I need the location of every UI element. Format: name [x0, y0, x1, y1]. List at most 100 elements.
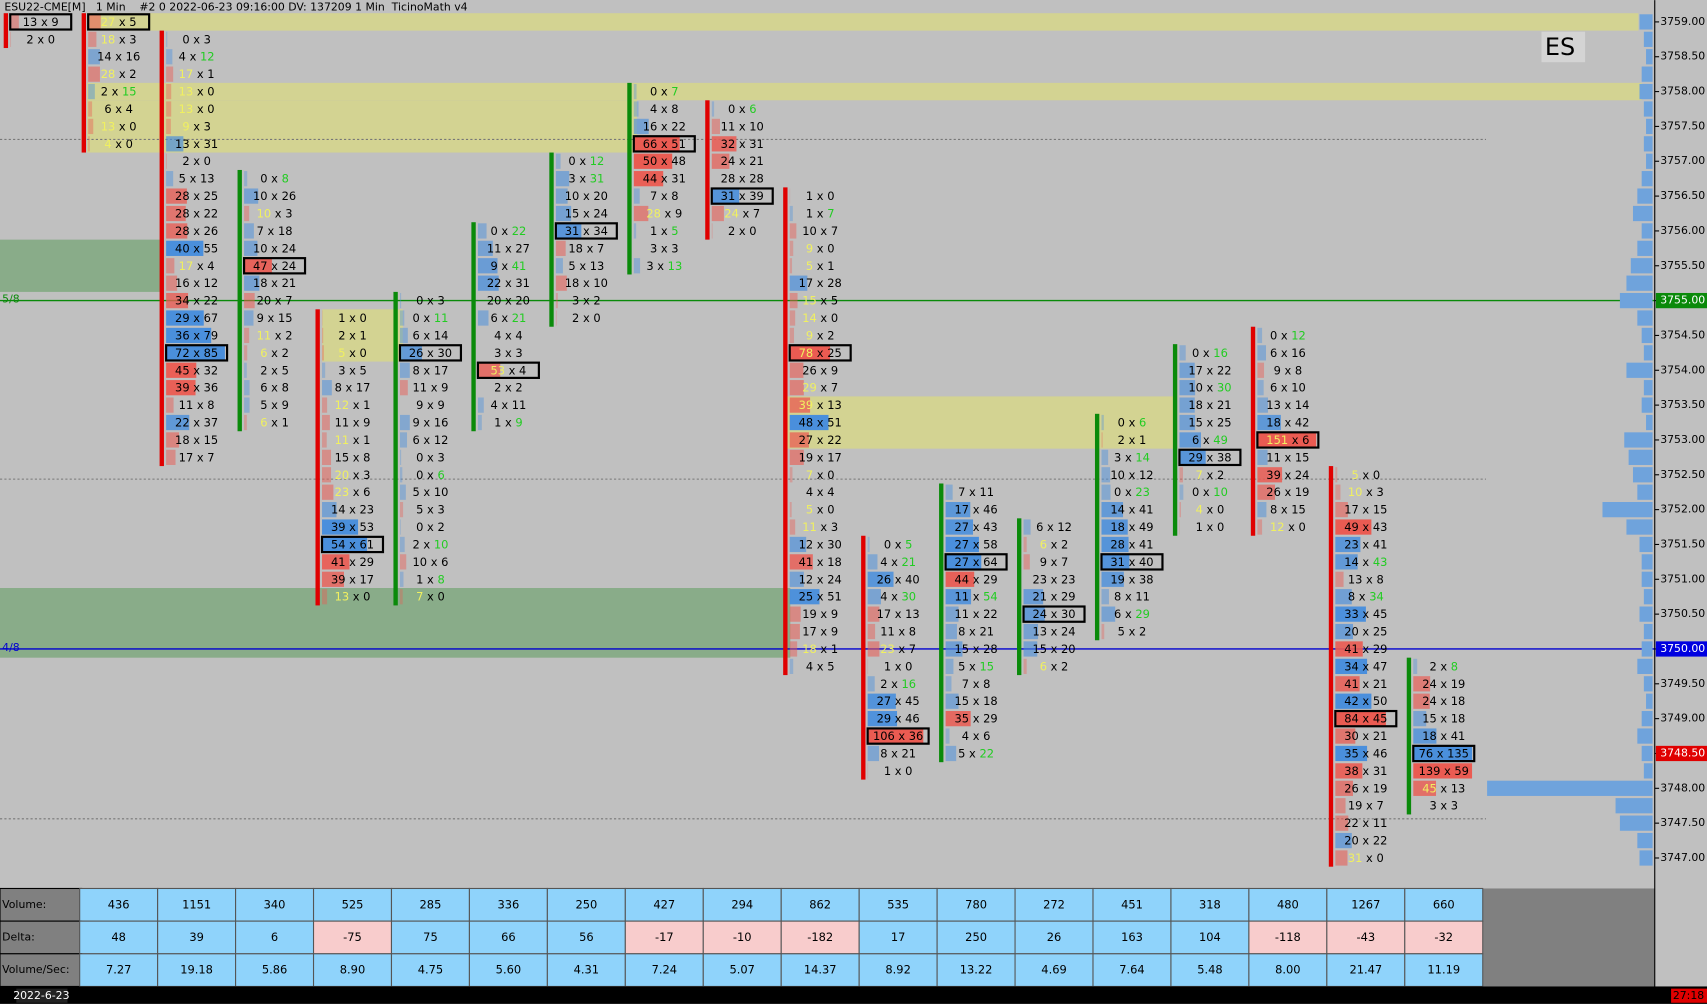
cell-number: x: [1362, 850, 1376, 864]
cell-number: 21: [749, 154, 764, 168]
cell-number: 12: [799, 537, 814, 551]
cell-number: x: [423, 520, 437, 534]
cell-number: 4: [519, 363, 526, 377]
cell-number: x: [1121, 607, 1135, 621]
table-value: 294: [731, 897, 753, 911]
cell-number: x: [891, 763, 905, 777]
cell-text: 0 x 8: [260, 171, 289, 185]
cell-number: 6: [490, 311, 497, 325]
cell-number: 31: [1348, 850, 1363, 864]
cell-text: 38 x 31: [1344, 763, 1387, 777]
cell-bar: [711, 101, 715, 117]
cell-bar: [789, 397, 811, 413]
cell-text: 3 x 3: [494, 345, 523, 359]
table-value: 250: [575, 897, 597, 911]
cell-text: 20 x 20: [487, 293, 530, 307]
cell-bar: [1413, 693, 1430, 709]
cell-number: 1: [806, 189, 813, 203]
cell-bar: [166, 275, 178, 291]
cell-bar: [244, 171, 248, 187]
profile-bar: [1632, 205, 1653, 222]
cell-number: x: [1281, 398, 1295, 412]
cell-number: x: [735, 101, 749, 115]
cell-number: x: [1359, 537, 1373, 551]
cell-text: 10 x 3: [1348, 485, 1384, 499]
cell-number: 106: [873, 729, 895, 743]
cell-number: 20: [593, 189, 608, 203]
cell-number: x: [112, 49, 126, 63]
cell-number: 8: [1451, 659, 1458, 673]
cell-number: 29: [802, 380, 817, 394]
cell-number: 27: [955, 554, 970, 568]
cell-text: 33 x 45: [1344, 607, 1387, 621]
cell-number: 28: [101, 67, 116, 81]
cell-number: 31: [1110, 554, 1125, 568]
cell-text: 0 x 6: [1118, 415, 1147, 429]
cell-text: 19 x 9: [802, 607, 838, 621]
cell-bar: [1257, 345, 1267, 361]
cell-bar: [1179, 414, 1196, 431]
cell-text: 24 x 30: [1032, 607, 1075, 621]
cell-number: 6: [749, 101, 756, 115]
cell-number: 8: [983, 676, 990, 690]
cell-bar: [1257, 502, 1267, 518]
cell-number: x: [817, 624, 831, 638]
cell-bar: [1257, 432, 1317, 448]
table-cell: [1248, 953, 1328, 987]
cell-text: 0 x 3: [182, 32, 211, 46]
cell-number: x: [1277, 345, 1291, 359]
cell-number: 2: [728, 223, 735, 237]
cell-number: 53: [490, 363, 505, 377]
cell-number: x: [1362, 572, 1376, 586]
cell-bar: [1257, 397, 1268, 413]
table-value: 7.24: [652, 963, 677, 977]
table-value: 14.37: [804, 963, 837, 977]
cell-number: 23: [880, 641, 895, 655]
cell-number: x: [735, 223, 749, 237]
cell-number: 4: [490, 398, 497, 412]
cell-text: 14 x 23: [331, 502, 374, 516]
cell-text: 5 x 0: [806, 502, 835, 516]
cell-number: 11: [1266, 450, 1281, 464]
cell-bar: [322, 432, 327, 448]
cell-number: 1: [494, 415, 501, 429]
cell-bar: [322, 449, 332, 465]
cell-number: 18: [565, 276, 580, 290]
cell-number: 0: [413, 311, 420, 325]
cell-number: x: [420, 328, 434, 342]
cell-number: 14: [331, 502, 346, 516]
cell-number: 0: [827, 502, 834, 516]
cell-number: x: [969, 729, 983, 743]
cell-text: 34 x 47: [1344, 659, 1387, 673]
cell-number: x: [813, 398, 827, 412]
cell-text: 0 x 12: [1270, 328, 1306, 342]
cell-number: 18: [175, 432, 190, 446]
cell-number: x: [1355, 589, 1369, 603]
poc-box: [1256, 431, 1320, 449]
poc-box: [9, 13, 73, 31]
cell-bar: [399, 519, 401, 535]
cell-text: 12 x 30: [799, 537, 842, 551]
cell-bar: [244, 414, 247, 431]
cell-number: 54: [983, 589, 998, 603]
cell-text: 48 x 51: [799, 415, 842, 429]
table-value: -32: [1434, 930, 1453, 944]
profile-bar: [1637, 310, 1653, 326]
cell-number: 39: [331, 572, 346, 586]
cell-number: x: [1047, 537, 1061, 551]
cell-number: 12: [335, 398, 350, 412]
cell-number: x: [1359, 676, 1373, 690]
cell-number: x: [115, 32, 129, 46]
cell-bar: [322, 397, 328, 413]
cell-number: 2: [827, 328, 834, 342]
cell-number: 3: [568, 171, 575, 185]
column-bar: [627, 82, 632, 275]
cell-number: 1: [831, 641, 838, 655]
cell-number: 61: [360, 537, 375, 551]
cell-number: 9: [437, 398, 444, 412]
cell-number: 42: [1344, 694, 1359, 708]
cell-number: x: [1121, 450, 1135, 464]
cell-bar: [555, 258, 563, 274]
table-cell: [936, 920, 1016, 955]
cell-number: x: [579, 293, 593, 307]
